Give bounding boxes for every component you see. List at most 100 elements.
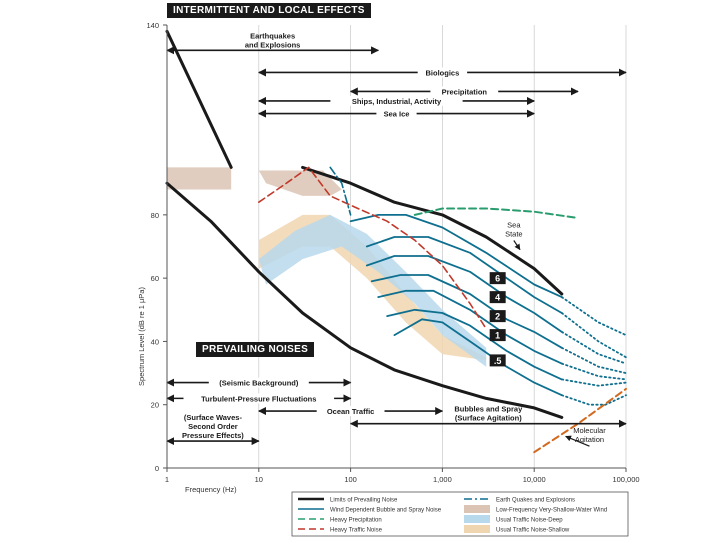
series-1 bbox=[301, 165, 564, 296]
x-tick-label-4: 10,000 bbox=[523, 475, 546, 484]
series-3 bbox=[349, 214, 563, 298]
band-2 bbox=[258, 214, 487, 361]
intermittent-header: INTERMITTENT AND LOCAL EFFECTS bbox=[167, 3, 371, 18]
range-label-bg-2 bbox=[430, 86, 499, 97]
prevailing-header: PREVAILING NOISES bbox=[196, 342, 315, 357]
series-15 bbox=[393, 318, 563, 397]
range-label-bg-1 bbox=[417, 67, 468, 78]
y-tick-label-1: 20 bbox=[151, 401, 159, 410]
wind-label-4: .5 bbox=[494, 356, 502, 366]
series-12 bbox=[560, 362, 627, 381]
series-11 bbox=[377, 289, 563, 365]
wind-label-box-1 bbox=[489, 291, 506, 304]
range-label-6: Turbulent-Pressure Fluctuations bbox=[201, 394, 316, 403]
series-20 bbox=[533, 387, 627, 454]
y-tick-label-4: 80 bbox=[151, 211, 159, 220]
series-5 bbox=[365, 236, 563, 314]
legend-box bbox=[291, 491, 629, 537]
x-tick-label-1: 10 bbox=[255, 475, 263, 484]
range-label-bg-6 bbox=[183, 393, 335, 404]
wind-label-3: 1 bbox=[495, 331, 500, 341]
band-3 bbox=[258, 214, 487, 367]
legend-label-7: Usual Traffic Noise-Shallow bbox=[496, 528, 570, 534]
annotation-line: State bbox=[505, 230, 523, 239]
legend-swatch-3 bbox=[464, 505, 490, 513]
annotation-arrow-1 bbox=[565, 435, 590, 447]
wind-label-0: 6 bbox=[495, 274, 500, 284]
annotation-line: Sea bbox=[507, 221, 521, 230]
x-tick-label-3: 1,000 bbox=[433, 475, 452, 484]
wind-label-1: 4 bbox=[495, 293, 500, 303]
range-label-bg-5 bbox=[208, 377, 309, 388]
y-tick-label-5: 140 bbox=[146, 21, 159, 30]
series-19 bbox=[329, 166, 352, 216]
band-1 bbox=[258, 170, 342, 196]
legend-swatch-7 bbox=[464, 525, 490, 533]
series-4 bbox=[560, 296, 627, 336]
range-label-8: Bubbles and Spray (Surface Agitation) bbox=[454, 405, 523, 423]
series-13 bbox=[386, 308, 563, 381]
x-tick-label-0: 1 bbox=[165, 475, 169, 484]
y-tick-label-0: 0 bbox=[155, 464, 159, 473]
x-tick-label-2: 100 bbox=[344, 475, 357, 484]
legend: Limits of Prevailing Noise Earth Quakes a… bbox=[291, 491, 629, 537]
legend-label-3: Low-Frequency Very-Shallow-Water Wind bbox=[496, 508, 607, 514]
annotation-line: Molecular bbox=[573, 426, 606, 435]
annotation-0: Sea State bbox=[505, 221, 523, 239]
series-16 bbox=[560, 394, 627, 406]
annotation-1: Molecular Agitation bbox=[573, 426, 606, 444]
x-axis-label: Frequency (Hz) bbox=[185, 485, 237, 494]
series-0 bbox=[165, 29, 233, 169]
y-axis-label: Spectrum Level (dB re 1 μPa) bbox=[137, 287, 146, 386]
range-label-0: Earthquakes and Explosions bbox=[245, 31, 300, 49]
annotations: 6 4 2 1 .5 Sea State Molecular Agitation bbox=[489, 221, 606, 447]
series-7 bbox=[365, 255, 563, 333]
wind-label-box-0 bbox=[489, 272, 506, 285]
legend-label-5: Usual Traffic Noise-Deep bbox=[496, 518, 563, 524]
legend-swatch-5 bbox=[464, 515, 490, 523]
y-tick-label-2: 40 bbox=[151, 337, 159, 346]
band-0 bbox=[167, 167, 232, 190]
range-label-7: Ocean Traffic bbox=[327, 407, 375, 416]
range-label-line: (Surface Agitation) bbox=[455, 414, 522, 423]
range-label-2: Precipitation bbox=[442, 87, 488, 96]
range-label-bg-3 bbox=[330, 95, 463, 106]
range-arrows: Earthquakes and Explosions Biologics Precip… bbox=[166, 31, 627, 446]
wind-label-2: 2 bbox=[495, 312, 500, 322]
wind-label-box-2 bbox=[489, 310, 506, 323]
noise-curves bbox=[165, 29, 627, 454]
series-6 bbox=[560, 312, 627, 359]
noise-bands bbox=[167, 167, 487, 367]
legend-label-0: Limits of Prevailing Noise bbox=[330, 498, 398, 504]
range-label-9: (Surface Waves-Second Order Pressure Effe… bbox=[182, 413, 244, 440]
series-14 bbox=[560, 378, 627, 387]
legend-label-2: Wind Dependent Bubble and Spray Noise bbox=[330, 508, 442, 514]
x-tick-label-5: 100,000 bbox=[612, 475, 639, 484]
annotation-arrow-0 bbox=[513, 240, 521, 251]
range-label-line: Second Order bbox=[188, 422, 238, 431]
series-2 bbox=[165, 181, 564, 419]
range-label-bg-4 bbox=[376, 108, 417, 119]
range-label-3: Ships, Industrial, Activity bbox=[352, 97, 442, 106]
range-label-4: Sea Ice bbox=[384, 110, 410, 119]
series-8 bbox=[560, 331, 627, 365]
axes: 0 20 40 60 80 140 1 10 100 1,000 10,000 100,000 Freq… bbox=[137, 21, 640, 494]
series-18 bbox=[258, 166, 487, 330]
wind-label-box-4 bbox=[489, 354, 506, 367]
range-label-line: and Explosions bbox=[245, 40, 300, 49]
wind-label-box-3 bbox=[489, 329, 506, 342]
legend-label-6: Heavy Traffic Noise bbox=[330, 528, 383, 534]
range-label-1: Biologics bbox=[426, 68, 460, 77]
range-label-5: (Seismic Background) bbox=[219, 379, 299, 388]
legend-label-4: Heavy Precipitation bbox=[330, 518, 382, 524]
range-label-line: Pressure Effects) bbox=[182, 431, 244, 440]
legend-label-1: Earth Quakes and Explosions bbox=[496, 498, 575, 504]
range-label-line: Bubbles and Spray bbox=[454, 405, 523, 414]
series-17 bbox=[413, 207, 579, 219]
range-label-line: Earthquakes bbox=[250, 31, 295, 40]
annotation-line: Agitation bbox=[575, 435, 604, 444]
range-label-bg-7 bbox=[316, 406, 385, 417]
y-tick-label-3: 60 bbox=[151, 274, 159, 283]
